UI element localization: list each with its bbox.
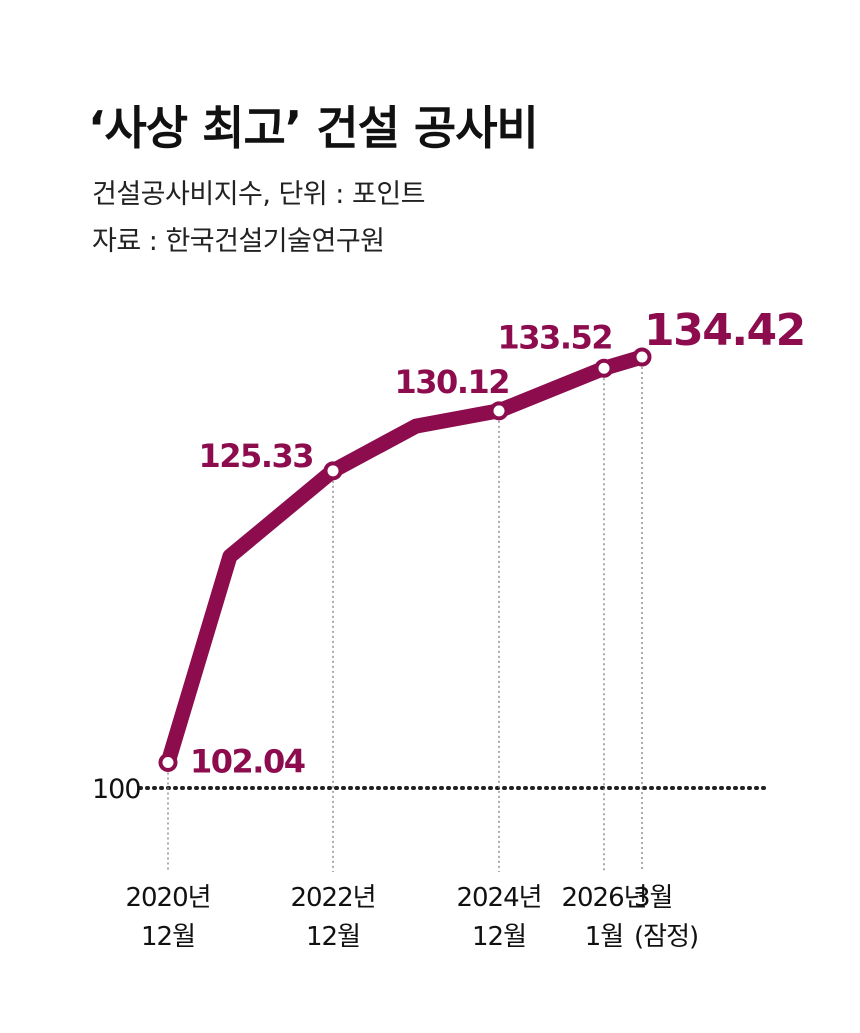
chart-subtitle: 건설공사비지수, 단위 : 포인트	[92, 179, 426, 210]
baseline-label: 100	[92, 774, 141, 805]
data-point-0	[158, 752, 178, 772]
x-tick-label-3-0: 2026년	[561, 883, 646, 913]
data-label-0: 102.04	[190, 742, 305, 780]
x-tick-label-2-1: 12월	[472, 922, 526, 952]
data-point-1	[323, 461, 343, 481]
data-point-2	[489, 401, 509, 421]
x-tick-label-1-1: 12월	[306, 922, 360, 952]
series-line	[160, 349, 650, 770]
data-point-3	[594, 358, 614, 378]
data-label-1: 125.33	[199, 437, 313, 475]
data-label-3: 133.52	[498, 318, 612, 356]
x-tick-label-0-0: 2020년	[125, 883, 210, 913]
x-tick-label-1-0: 2022년	[290, 883, 375, 913]
x-tick-label-4-1: (잠정)	[634, 922, 698, 952]
data-point-4	[632, 347, 652, 367]
data-label-2: 130.12	[395, 363, 509, 401]
x-tick-label-4-0: 3월	[634, 883, 672, 913]
chart-title: ‘사상 최고’ 건설 공사비	[88, 101, 539, 155]
x-tick-label-3-1: 1월	[585, 922, 623, 952]
x-tick-label-2-0: 2024년	[456, 883, 541, 913]
x-tick-label-0-1: 12월	[141, 922, 195, 952]
data-label-4: 134.42	[644, 305, 805, 356]
chart-source: 자료 : 한국건설기술연구원	[92, 226, 385, 257]
